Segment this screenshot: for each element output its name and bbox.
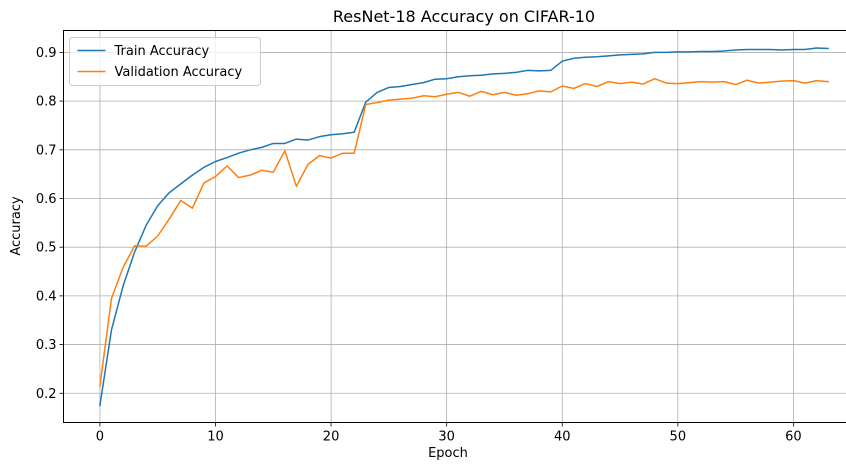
x-tick-label: 60 xyxy=(785,430,802,445)
y-tick-label: 0.4 xyxy=(36,289,57,304)
legend: Train Accuracy Validation Accuracy xyxy=(69,37,261,86)
y-axis-label: Accuracy xyxy=(9,196,24,256)
y-tick-label: 0.6 xyxy=(36,192,57,207)
legend-box xyxy=(69,37,261,86)
y-tick-label: 0.9 xyxy=(36,46,57,61)
x-tick-label: 20 xyxy=(323,430,340,445)
x-tick-label: 40 xyxy=(554,430,571,445)
y-tick-label: 0.8 xyxy=(36,95,57,110)
x-tick-label: 10 xyxy=(207,430,224,445)
axis-ticks: 0 10 20 30 40 50 60 0.2 0.3 0.4 0.5 0.6 0.7 0.8 0.9 xyxy=(36,46,802,445)
plot-area-frame xyxy=(63,30,846,423)
y-tick-label: 0.7 xyxy=(36,143,57,158)
x-tick-label: 30 xyxy=(438,430,455,445)
legend-label: Validation Accuracy xyxy=(115,65,243,80)
x-tick-label: 50 xyxy=(670,430,687,445)
series-lines xyxy=(99,47,829,407)
x-tick-label: 0 xyxy=(96,430,104,445)
series-line-train xyxy=(99,47,829,407)
y-tick-label: 0.5 xyxy=(36,241,57,256)
series-line-validation xyxy=(99,77,829,387)
x-axis-label: Epoch xyxy=(428,446,468,461)
legend-label: Train Accuracy xyxy=(114,44,210,59)
chart-title: ResNet-18 Accuracy on CIFAR-10 xyxy=(333,7,595,26)
grid xyxy=(63,30,846,423)
y-tick-label: 0.2 xyxy=(36,387,57,402)
y-tick-label: 0.3 xyxy=(36,338,57,353)
